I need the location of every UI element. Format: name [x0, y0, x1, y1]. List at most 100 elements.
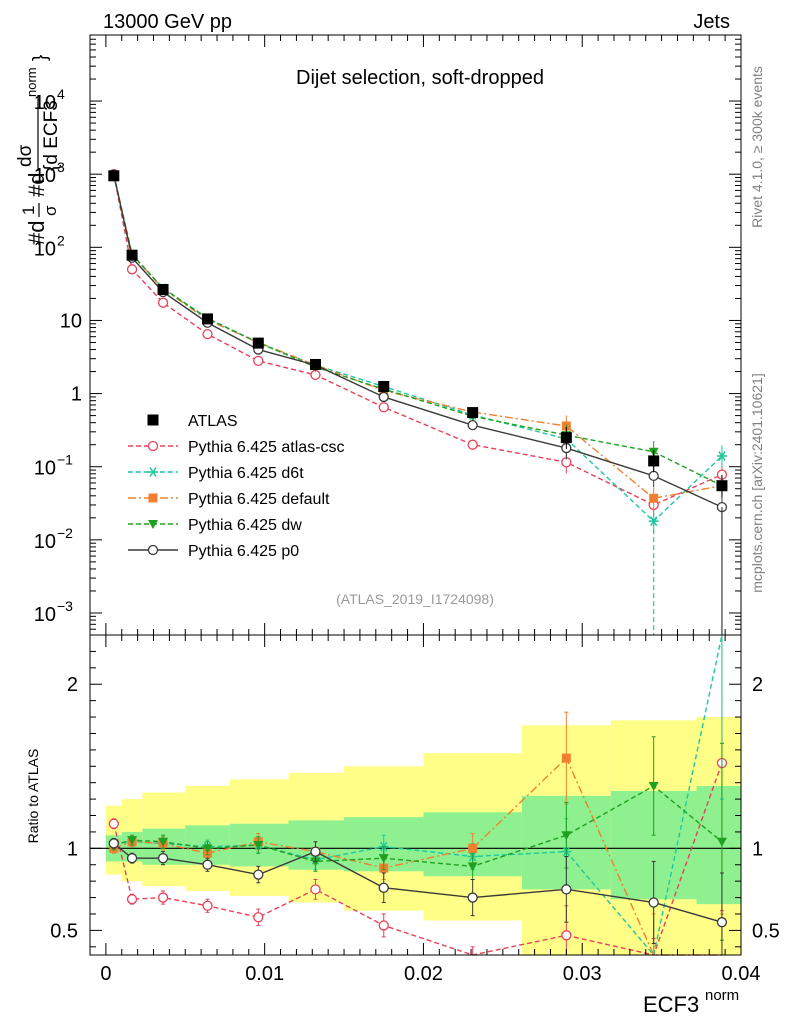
- ratio-data-point: [202, 900, 213, 911]
- ratio-data-point: [108, 838, 119, 849]
- main-data-point: [648, 455, 660, 467]
- legend-marker: [147, 440, 159, 452]
- x-axis-label: ECF3: [643, 992, 699, 1017]
- ratio-panel: 0.5 0.5 1 1 2 2 0 0.01 0.02 0.03 0.04 Ratio to AT…: [25, 634, 780, 985]
- main-y-tick-label: 10: [34, 531, 56, 553]
- main-y-tick-label: 10: [34, 92, 56, 114]
- main-data-point: [716, 480, 728, 492]
- ratio-data-point: [108, 818, 119, 829]
- ratio-data-point: [716, 837, 727, 847]
- main-data-point: [157, 297, 169, 308]
- x-tick-label: 0.02: [404, 963, 443, 985]
- main-data-point: [648, 516, 659, 527]
- side-rivet-label: Rivet 4.1.0, ≥ 300k events: [749, 66, 765, 228]
- main-data-point: [126, 249, 138, 261]
- legend-label: Pythia 6.425 dw: [188, 517, 302, 534]
- ratio-y-tick-label-right: 1: [752, 838, 763, 860]
- main-data-point: [716, 451, 727, 461]
- ratio-y-tick-label: 0.5: [50, 920, 78, 942]
- ratio-data-point: [157, 892, 169, 903]
- legend-marker: [148, 520, 158, 529]
- main-data-point: [378, 402, 389, 413]
- legend-item: Pythia 6.425 d6t: [128, 465, 304, 482]
- ylabel-tail: }: [30, 55, 51, 61]
- main-y-axis-label: #d 1 σ #d dσ {d ECF3 norm }: [15, 55, 62, 245]
- main-y-tick-label: 10: [34, 165, 56, 187]
- ratio-data-point: [467, 892, 478, 903]
- ratio-y-tick-label: 1: [67, 838, 78, 860]
- x-tick-label: 0.04: [722, 963, 761, 985]
- ratio-band-inner: [696, 785, 741, 905]
- legend-item: Pythia 6.425 atlas-csc: [128, 439, 345, 456]
- main-series: [109, 170, 727, 510]
- ratio-x-ticks: 0 0.01 0.02 0.03 0.04: [100, 635, 760, 985]
- main-y-tick-exponent: 2: [57, 232, 65, 248]
- main-data-point: [378, 380, 390, 392]
- ratio-data-point: [202, 859, 213, 870]
- main-y-tick-label: 10: [34, 238, 56, 260]
- legend-label: ATLAS: [188, 413, 238, 430]
- main-y-tick-label: 10: [34, 604, 56, 626]
- main-data-point: [467, 439, 478, 450]
- main-y-tick-exponent: 3: [57, 159, 65, 175]
- main-data-point: [467, 420, 478, 431]
- ratio-data-point: [648, 897, 659, 908]
- legend-item: ATLAS: [147, 413, 238, 430]
- main-y-tick-label: 1: [71, 384, 82, 406]
- ylabel-frac1-num: 1: [19, 206, 38, 215]
- ratio-data-point: [126, 853, 138, 864]
- x-tick-label: 0.03: [563, 963, 602, 985]
- ratio-data-point: [253, 869, 264, 880]
- chart-title: Dijet selection, soft-dropped: [296, 67, 544, 89]
- main-series-line: [113, 174, 723, 508]
- ratio-data-point: [378, 920, 389, 931]
- ratio-y-tick-label-right: 2: [752, 674, 763, 696]
- legend-item: Pythia 6.425 dw: [128, 517, 302, 534]
- legend-marker: [148, 467, 158, 477]
- ratio-data-point: [378, 854, 389, 864]
- ratio-data-point: [158, 837, 169, 847]
- x-axis-label-sup: norm: [705, 987, 739, 1004]
- main-data-point: [467, 407, 479, 419]
- main-y-tick-exponent: −1: [57, 452, 73, 468]
- ylabel-frac2-den: {d ECF3: [41, 100, 62, 171]
- ratio-data-point: [467, 862, 478, 872]
- legend-label: Pythia 6.425 p0: [188, 543, 299, 560]
- main-data-point: [202, 328, 213, 340]
- main-y-tick-exponent: 4: [57, 86, 65, 102]
- main-y-tick-exponent: −3: [57, 598, 73, 614]
- ratio-y-tick-label-right: 0.5: [752, 920, 780, 942]
- legend-item: Pythia 6.425 default: [128, 491, 330, 508]
- ratio-data-point: [126, 894, 138, 905]
- main-y-tick-label: 10: [34, 458, 56, 480]
- legend-item: Pythia 6.425 p0: [128, 543, 299, 560]
- legend-label: Pythia 6.425 atlas-csc: [188, 439, 345, 456]
- main-data-point: [309, 358, 321, 370]
- ratio-frame: [89, 634, 742, 956]
- analysis-label: (ATLAS_2019_I1724098): [336, 591, 494, 607]
- legend-label: Pythia 6.425 d6t: [188, 465, 304, 482]
- legend: ATLAS Pythia 6.425 atlas-csc Pythia 6.425 …: [128, 413, 345, 560]
- ratio-data-point: [253, 841, 264, 851]
- x-tick-label: 0: [100, 963, 111, 985]
- ratio-data-point: [648, 781, 659, 791]
- main-data-point: [252, 337, 264, 349]
- side-mcplots-label: mcplots.cern.ch [arXiv:2401.10621]: [749, 373, 765, 592]
- ylabel-mid: #d: [24, 173, 49, 197]
- legend-marker: [148, 493, 158, 503]
- main-data-point: [201, 313, 213, 325]
- ylabel-frac2-num: dσ: [15, 144, 36, 167]
- main-y-tick-label: 10: [60, 310, 82, 332]
- ratio-data-point: [716, 917, 728, 928]
- ratio-data-point: [310, 884, 321, 895]
- main-data-point: [648, 470, 659, 482]
- legend-marker: [147, 414, 159, 426]
- ratio-data-point: [253, 912, 264, 923]
- ratio-series: [108, 837, 728, 956]
- main-x-ticks: [105, 35, 742, 635]
- legend-marker: [147, 544, 159, 556]
- main-data-point: [126, 264, 138, 275]
- ratio-series-line: [113, 762, 723, 956]
- header-left: 13000 GeV pp: [103, 11, 232, 33]
